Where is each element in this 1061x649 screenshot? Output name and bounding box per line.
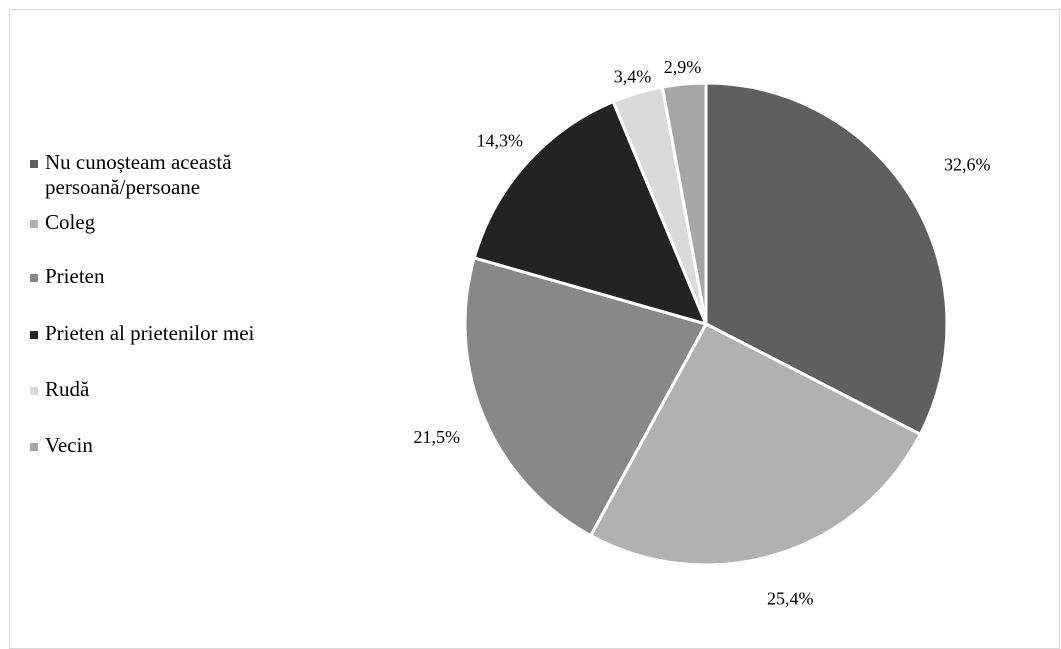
legend-swatch [30,160,38,168]
value-label-prieten: 21,5% [413,427,460,447]
legend-label: Prieten [45,264,105,288]
value-label-prieten-al-prietenilor: 14,3% [476,131,523,151]
legend-label: Vecin [45,433,93,457]
pie-chart: 32,6% 25,4% 21,5% 14,3% 3,4% 2,9% [413,57,990,608]
pie-slice-coleg [589,322,922,567]
pie-value-labels: 32,6% 25,4% 21,5% 14,3% 3,4% 2,9% [413,57,990,608]
value-label-nu-cunosteam: 32,6% [944,155,991,175]
legend-label: Rudă [45,377,90,401]
legend-label: Prieten al prietenilor mei [45,321,255,345]
pie-slice-nu-cunosteam [704,81,949,436]
value-label-ruda: 3,4% [614,67,652,87]
legend-swatch [30,387,38,395]
pie-slice-prieten-al-prietenilor [472,100,708,326]
legend-label: Coleg [45,210,96,234]
pie-slices [463,81,949,567]
legend-swatch [30,220,38,228]
pie-slice-vecin [660,81,708,326]
chart-legend: Nu cunoșteam această persoană/persoane C… [30,0,350,626]
legend-label: Nu cunoșteam această persoană/persoane [45,150,232,199]
legend-swatch [30,274,38,282]
value-label-coleg: 25,4% [767,588,814,608]
value-label-vecin: 2,9% [664,57,702,77]
legend-swatch [30,331,38,339]
pie-slice-prieten [463,256,708,538]
legend-swatch [30,443,38,451]
